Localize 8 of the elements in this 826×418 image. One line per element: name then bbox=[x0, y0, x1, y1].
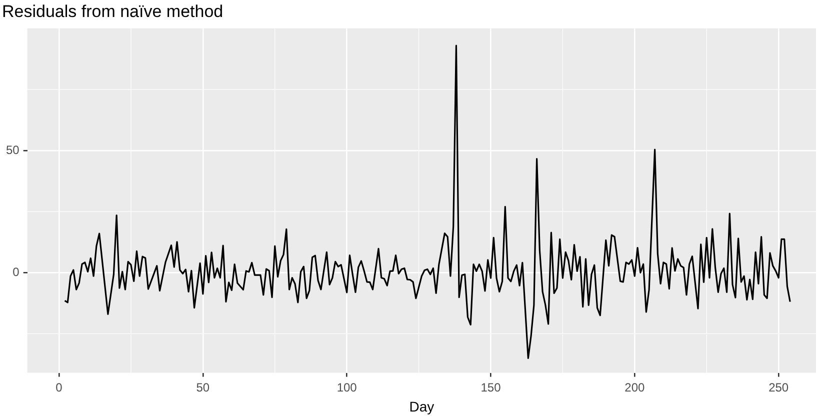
chart-title: Residuals from naïve method bbox=[2, 2, 224, 21]
x-tick-label: 200 bbox=[624, 380, 645, 394]
x-tick-label: 0 bbox=[56, 380, 63, 394]
x-tick-label: 150 bbox=[480, 380, 502, 394]
x-axis-title: Day bbox=[409, 398, 434, 414]
x-tick-label: 250 bbox=[768, 380, 789, 394]
x-tick-label: 50 bbox=[196, 380, 210, 394]
x-tick-label: 100 bbox=[336, 380, 358, 394]
